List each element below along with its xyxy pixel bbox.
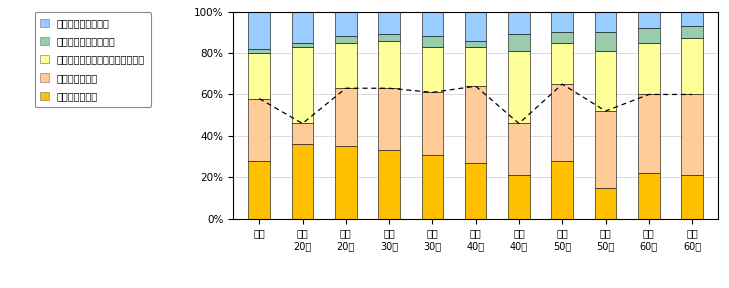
Bar	[292, 124, 313, 144]
Bar	[249, 161, 270, 219]
Bar	[249, 98, 270, 161]
Bar	[595, 188, 616, 219]
Bar	[465, 41, 486, 47]
Bar	[335, 43, 356, 88]
Bar	[335, 88, 356, 146]
Bar	[421, 47, 443, 92]
Bar	[508, 51, 530, 124]
Bar	[551, 161, 573, 219]
Bar	[595, 32, 616, 51]
Bar	[292, 12, 313, 43]
Bar	[551, 43, 573, 84]
Bar	[551, 84, 573, 161]
Bar	[508, 34, 530, 51]
Bar	[292, 144, 313, 219]
Bar	[249, 53, 270, 98]
Bar	[638, 94, 660, 173]
Legend: 全く利用したくない, あまり利用したくない, どちらともいえない・わからない, まあ利用したい, ぜひ利用したい: 全く利用したくない, あまり利用したくない, どちらともいえない・わからない, …	[34, 12, 151, 107]
Bar	[682, 39, 703, 94]
Bar	[465, 47, 486, 86]
Bar	[378, 150, 400, 219]
Bar	[595, 12, 616, 32]
Bar	[638, 12, 660, 28]
Bar	[378, 12, 400, 34]
Bar	[292, 47, 313, 124]
Bar	[508, 12, 530, 34]
Bar	[421, 155, 443, 219]
Bar	[551, 12, 573, 32]
Bar	[335, 36, 356, 43]
Bar	[682, 94, 703, 175]
Bar	[335, 12, 356, 36]
Bar	[682, 26, 703, 39]
Bar	[465, 12, 486, 41]
Bar	[508, 124, 530, 175]
Bar	[378, 88, 400, 150]
Bar	[335, 146, 356, 219]
Bar	[682, 175, 703, 219]
Bar	[508, 175, 530, 219]
Bar	[465, 163, 486, 219]
Bar	[421, 92, 443, 155]
Bar	[638, 43, 660, 94]
Bar	[378, 41, 400, 88]
Bar	[421, 36, 443, 47]
Bar	[595, 111, 616, 188]
Bar	[378, 34, 400, 41]
Bar	[638, 28, 660, 43]
Bar	[682, 12, 703, 26]
Bar	[249, 12, 270, 49]
Bar	[421, 12, 443, 36]
Bar	[551, 32, 573, 43]
Bar	[292, 43, 313, 47]
Bar	[465, 86, 486, 163]
Bar	[595, 51, 616, 111]
Bar	[638, 173, 660, 219]
Bar	[249, 49, 270, 53]
